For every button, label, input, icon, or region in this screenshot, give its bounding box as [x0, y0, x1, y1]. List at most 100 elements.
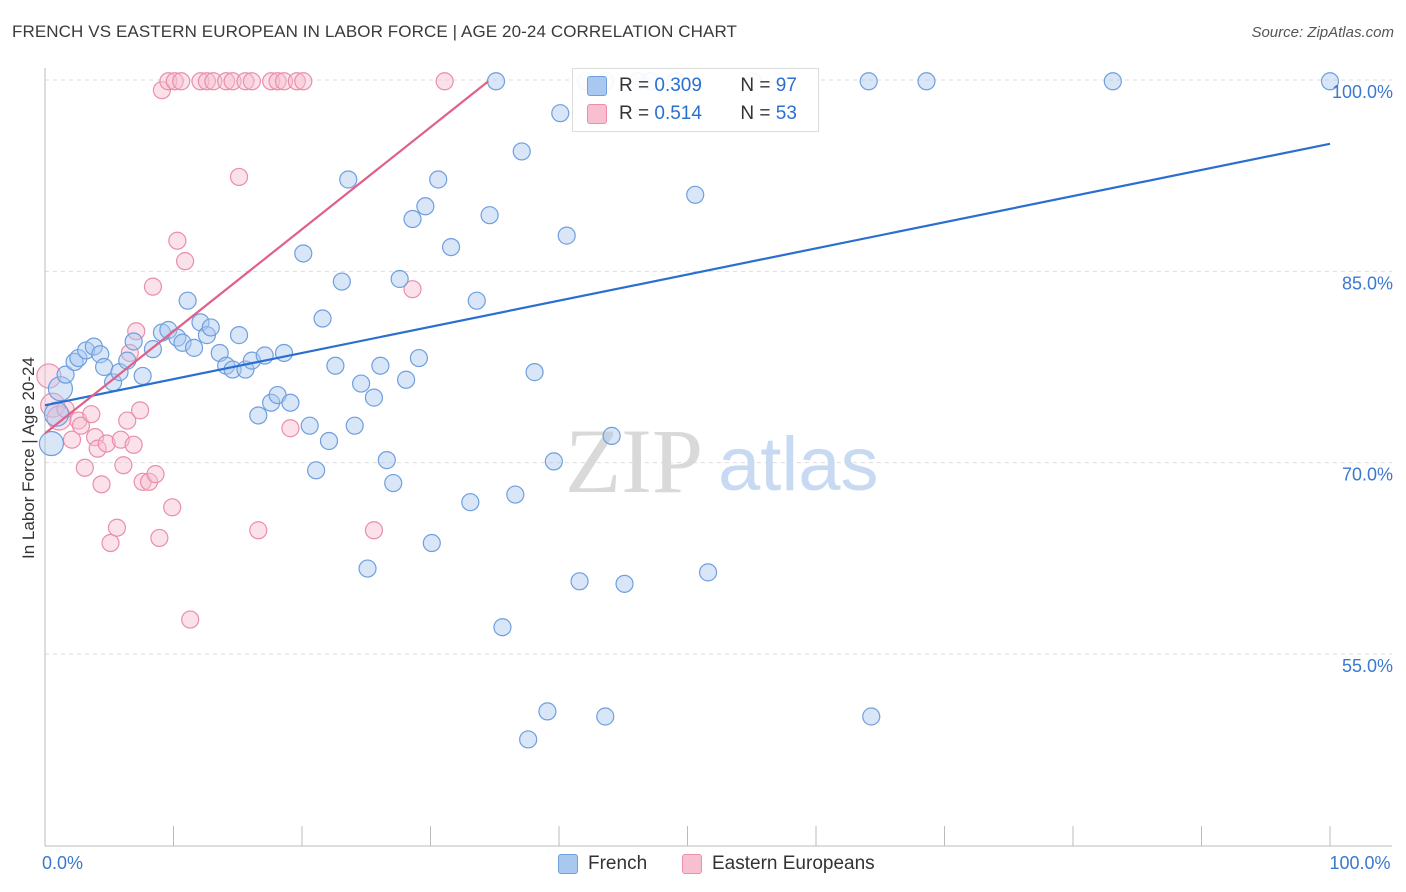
french-point	[461, 493, 480, 512]
french-point	[862, 707, 881, 726]
eastern-point	[159, 72, 178, 91]
french-point	[300, 416, 319, 435]
r-value-eastern: 0.514	[654, 103, 702, 124]
source-label: Source: ZipAtlas.com	[1251, 24, 1394, 41]
n-label-french: N =	[740, 75, 771, 96]
watermark-atlas: atlas	[718, 422, 879, 507]
axes	[44, 68, 1392, 847]
trend-lines	[44, 80, 1331, 435]
eastern-point	[403, 280, 422, 299]
eastern-point	[268, 72, 287, 91]
french-point	[1103, 72, 1122, 91]
eastern-point	[204, 72, 223, 91]
french-point	[118, 351, 137, 370]
legend-row-eastern: R = 0.514 N = 53	[587, 101, 797, 127]
french-point	[326, 356, 345, 375]
french-point	[173, 333, 192, 352]
legend-french-label: French	[588, 853, 648, 874]
french-point	[1320, 72, 1340, 91]
y-tick-label: 100.0%	[1332, 82, 1393, 102]
legend-row-french: R = 0.309 N = 97	[587, 73, 797, 99]
eastern-swatch	[587, 104, 607, 124]
french-point	[602, 426, 621, 445]
eastern-point	[262, 72, 281, 91]
eastern-point	[75, 458, 94, 477]
french-point	[69, 348, 88, 368]
eastern-point	[165, 72, 184, 91]
y-tick-label: 70.0%	[1342, 465, 1393, 485]
french-point	[377, 451, 396, 470]
french-point	[551, 104, 570, 123]
french-point	[364, 388, 384, 407]
french-point	[184, 338, 204, 357]
eastern-point	[197, 72, 217, 91]
french-point	[538, 702, 557, 721]
eastern-point	[435, 72, 454, 91]
eastern-point	[46, 405, 72, 431]
eastern-point	[97, 434, 116, 453]
french-swatch	[587, 76, 607, 96]
french-point	[596, 707, 615, 726]
french-point	[281, 393, 300, 412]
french-point	[917, 72, 936, 91]
eastern-point	[168, 231, 187, 250]
r-label-eastern: R =	[619, 103, 650, 124]
legend-eastern-label: Eastern Europeans	[712, 853, 875, 874]
legend-item-eastern: Eastern Europeans	[682, 853, 875, 875]
eastern-point	[92, 475, 111, 494]
eastern-point	[217, 72, 236, 91]
n-value-eastern: 53	[775, 103, 797, 124]
eastern-point	[143, 277, 163, 296]
eastern-trend-line	[44, 80, 490, 435]
french-point	[390, 269, 409, 289]
french-point	[396, 370, 416, 389]
french-point	[429, 170, 448, 189]
eastern-point	[175, 252, 195, 271]
french-point	[403, 209, 422, 229]
french-point	[570, 572, 589, 591]
eastern-point	[294, 72, 313, 91]
eastern-point	[86, 428, 105, 447]
eastern-point	[114, 456, 133, 475]
eastern-point	[364, 521, 384, 540]
eastern-point	[249, 521, 268, 540]
eastern-point	[82, 405, 101, 424]
french-point	[352, 374, 371, 393]
n-label-eastern: N =	[740, 103, 771, 124]
eastern-point	[223, 72, 242, 91]
french-point	[557, 226, 576, 245]
french-point	[229, 326, 249, 345]
french-point	[249, 406, 268, 425]
legend-item-french: French	[558, 853, 647, 875]
r-value-french: 0.309	[654, 75, 702, 96]
french-point	[38, 430, 65, 457]
eastern-point	[229, 167, 249, 187]
french-point	[441, 237, 461, 257]
eastern-point	[236, 72, 255, 91]
french-point	[339, 170, 358, 189]
french-point	[506, 485, 525, 504]
french-point	[345, 416, 364, 435]
eastern-point	[118, 411, 137, 430]
french-point	[201, 318, 220, 337]
french-point	[698, 563, 718, 582]
eastern-point	[274, 72, 294, 91]
french-point	[512, 142, 531, 161]
french-point	[371, 356, 390, 375]
french-point	[544, 452, 563, 471]
french-point	[422, 533, 441, 553]
r-label-french: R =	[619, 75, 650, 96]
series-legend: French Eastern Europeans	[0, 851, 1406, 879]
x-tick-label: 100.0%	[1329, 853, 1390, 873]
eastern-point	[88, 439, 107, 458]
french-point	[384, 473, 403, 493]
french-point	[615, 574, 634, 593]
eastern-point	[146, 465, 165, 484]
french-trend-line	[44, 142, 1331, 407]
french-point	[43, 401, 70, 427]
french-point	[525, 363, 544, 382]
watermark-zip: ZIP	[565, 410, 703, 512]
french-point	[859, 72, 878, 91]
eastern-point	[172, 72, 191, 91]
